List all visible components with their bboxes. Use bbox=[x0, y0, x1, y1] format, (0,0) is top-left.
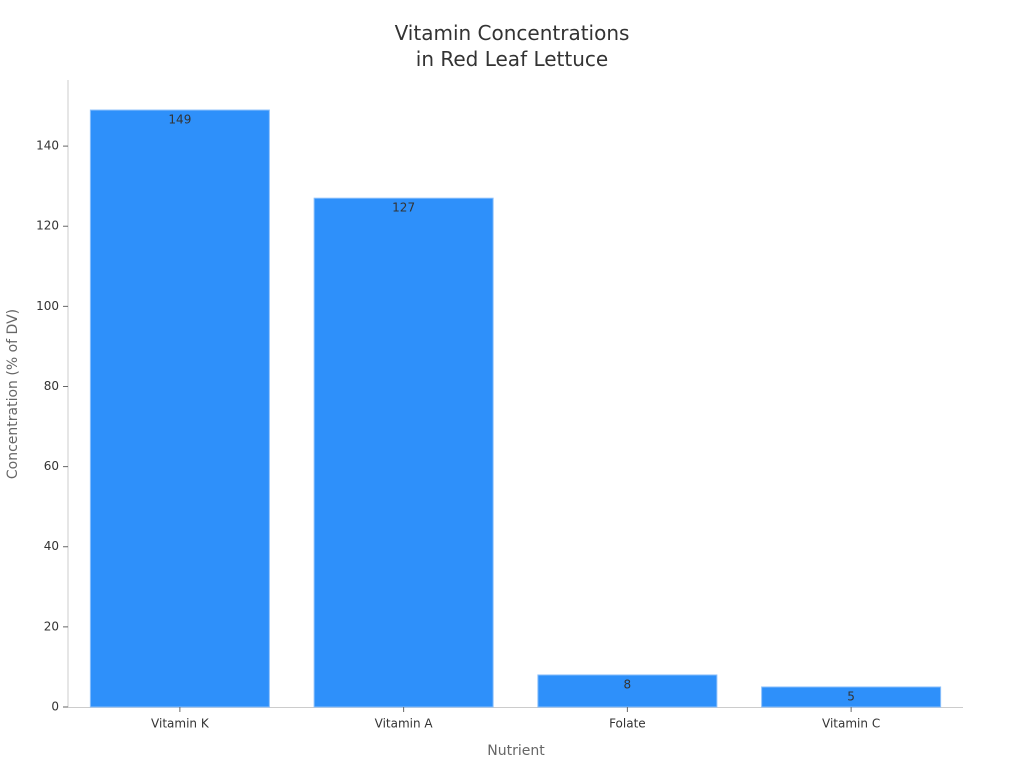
y-tick-label: 0 bbox=[51, 700, 59, 714]
bar bbox=[537, 674, 718, 708]
y-tick-label: 100 bbox=[36, 299, 59, 313]
value-label: 8 bbox=[624, 677, 632, 691]
value-label: 149 bbox=[168, 113, 191, 127]
y-axis-title: Concentration (% of DV) bbox=[5, 309, 21, 479]
chart-title: Vitamin Concentrations in Red Leaf Lettu… bbox=[394, 21, 630, 71]
x-tick-label: Folate bbox=[609, 717, 646, 731]
bar bbox=[313, 197, 494, 708]
y-tick-label: 140 bbox=[36, 139, 59, 153]
y-tick-label: 60 bbox=[44, 459, 59, 473]
y-tick-label: 120 bbox=[36, 219, 59, 233]
bar bbox=[89, 109, 270, 708]
value-label: 127 bbox=[392, 201, 415, 215]
value-label: 5 bbox=[847, 689, 855, 703]
x-axis-title: Nutrient bbox=[487, 743, 545, 759]
x-tick-label: Vitamin C bbox=[822, 717, 880, 731]
y-tick-label: 20 bbox=[44, 619, 59, 633]
y-tick-label: 80 bbox=[44, 379, 59, 393]
x-tick-label: Vitamin K bbox=[151, 717, 210, 731]
x-tick-label: Vitamin A bbox=[375, 717, 434, 731]
y-tick-label: 40 bbox=[44, 539, 59, 553]
